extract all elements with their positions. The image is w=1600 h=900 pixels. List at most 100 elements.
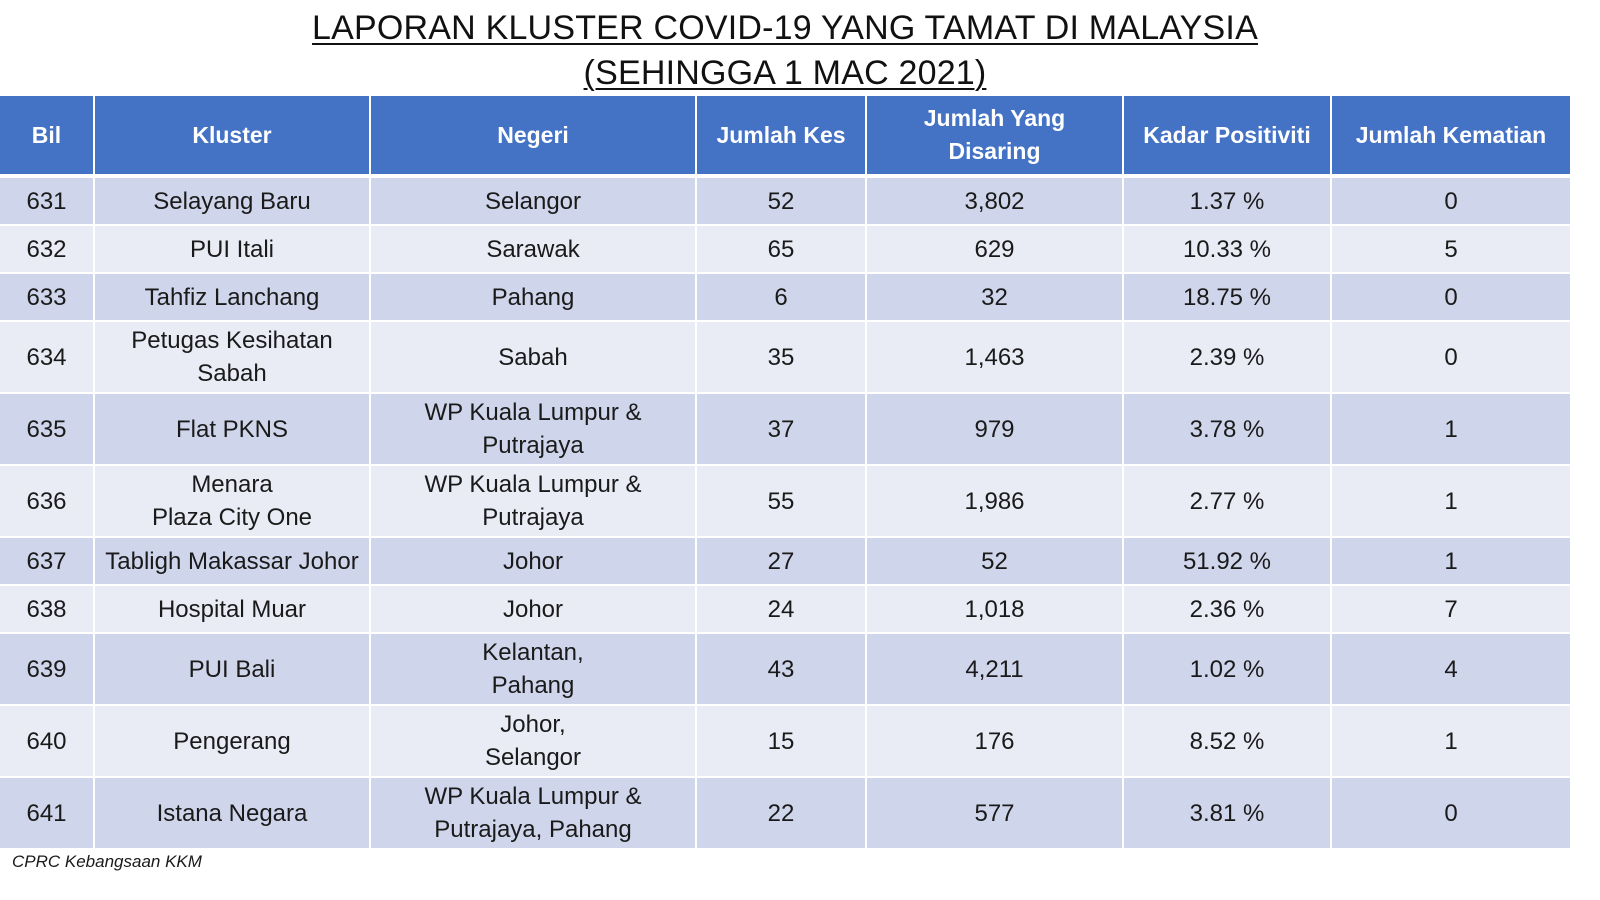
cell-negeri-line: Pahang xyxy=(491,283,575,311)
cell-jumlah-kematian: 1 xyxy=(1332,538,1570,586)
cell-bil: 633 xyxy=(0,274,95,322)
table-row: 631 Selayang Baru Selangor 52 3,802 1.37 % 0 xyxy=(0,178,1570,226)
table-row: 633 Tahfiz Lanchang Pahang 6 32 18.75 % 0 xyxy=(0,274,1570,322)
cell-kluster: Petugas Kesihatan Sabah xyxy=(95,322,371,394)
cell-kluster-line: Plaza City One xyxy=(151,504,313,531)
cell-negeri: Sabah xyxy=(371,322,697,394)
cell-jumlah-kes: 55 xyxy=(697,466,867,538)
cell-jumlah-disaring: 1,463 xyxy=(867,322,1124,394)
cell-negeri: Selangor xyxy=(371,178,697,226)
cell-bil: 640 xyxy=(0,706,95,778)
cell-kluster-line: PUI Itali xyxy=(189,235,275,263)
cell-jumlah-disaring: 1,986 xyxy=(867,466,1124,538)
cell-kluster-line: Tahfiz Lanchang xyxy=(144,283,320,311)
cell-jumlah-disaring: 32 xyxy=(867,274,1124,322)
table-row: 636 Menara Plaza City One WP Kuala Lumpur &… xyxy=(0,466,1570,538)
cell-bil: 639 xyxy=(0,634,95,706)
header-jumlah-kes: Jumlah Kes xyxy=(697,96,867,178)
cell-jumlah-kes: 15 xyxy=(697,706,867,778)
cell-jumlah-disaring: 577 xyxy=(867,778,1124,850)
cell-bil: 635 xyxy=(0,394,95,466)
report-title: LAPORAN KLUSTER COVID-19 YANG TAMAT DI M… xyxy=(0,6,1570,96)
header-bil: Bil xyxy=(0,96,95,178)
cell-jumlah-disaring: 3,802 xyxy=(867,178,1124,226)
cell-negeri-line: Putrajaya xyxy=(482,432,584,459)
cell-bil: 636 xyxy=(0,466,95,538)
cluster-table: Bil Kluster Negeri Jumlah Kes Jumlah Yan… xyxy=(0,96,1570,850)
header-jumlah-kematian: Jumlah Kematian xyxy=(1332,96,1570,178)
cell-negeri: Pahang xyxy=(371,274,697,322)
cell-kluster-line: Petugas Kesihatan xyxy=(131,327,333,354)
cell-kluster: Tahfiz Lanchang xyxy=(95,274,371,322)
cell-negeri-line: WP Kuala Lumpur & xyxy=(424,399,642,426)
cell-kluster: Menara Plaza City One xyxy=(95,466,371,538)
cell-kluster-line: Sabah xyxy=(197,360,267,387)
cell-kadar-positiviti: 3.78 % xyxy=(1124,394,1332,466)
cell-kluster-line: Pengerang xyxy=(173,727,291,755)
cell-bil: 637 xyxy=(0,538,95,586)
cell-jumlah-kes: 65 xyxy=(697,226,867,274)
cell-jumlah-kematian: 0 xyxy=(1332,322,1570,394)
cell-kadar-positiviti: 2.39 % xyxy=(1124,322,1332,394)
cell-jumlah-kes: 37 xyxy=(697,394,867,466)
cell-kluster: Flat PKNS xyxy=(95,394,371,466)
cell-jumlah-kes: 52 xyxy=(697,178,867,226)
cell-negeri-line: Selangor xyxy=(484,187,582,215)
cell-negeri-line: Sabah xyxy=(498,343,568,371)
cell-kadar-positiviti: 1.37 % xyxy=(1124,178,1332,226)
cell-jumlah-kes: 43 xyxy=(697,634,867,706)
cell-negeri-line: Kelantan, xyxy=(482,639,584,666)
cell-jumlah-disaring: 629 xyxy=(867,226,1124,274)
cell-negeri: WP Kuala Lumpur & Putrajaya xyxy=(371,394,697,466)
table-row: 632 PUI Itali Sarawak 65 629 10.33 % 5 xyxy=(0,226,1570,274)
cell-bil: 634 xyxy=(0,322,95,394)
header-negeri: Negeri xyxy=(371,96,697,178)
cell-bil: 632 xyxy=(0,226,95,274)
cell-negeri-line: Putrajaya xyxy=(482,504,584,531)
cell-negeri: Johor xyxy=(371,538,697,586)
cell-negeri-line: WP Kuala Lumpur & xyxy=(424,783,642,810)
cell-kluster: PUI Bali xyxy=(95,634,371,706)
cell-negeri-line: Johor, xyxy=(500,711,566,738)
cell-kluster: Istana Negara xyxy=(95,778,371,850)
header-jumlah-disaring-line2: Disaring xyxy=(948,138,1041,164)
cell-jumlah-kes: 22 xyxy=(697,778,867,850)
cell-jumlah-kes: 24 xyxy=(697,586,867,634)
cell-kluster-line: PUI Bali xyxy=(188,655,276,683)
table-row: 640 Pengerang Johor, Selangor 15 176 8.52 % 1 xyxy=(0,706,1570,778)
cell-bil: 641 xyxy=(0,778,95,850)
table-row: 638 Hospital Muar Johor 24 1,018 2.36 % 7 xyxy=(0,586,1570,634)
cell-bil: 631 xyxy=(0,178,95,226)
table-row: 639 PUI Bali Kelantan, Pahang 43 4,211 1.02 % 4 xyxy=(0,634,1570,706)
cell-jumlah-kematian: 0 xyxy=(1332,778,1570,850)
cell-jumlah-kes: 35 xyxy=(697,322,867,394)
table-row: 637 Tabligh Makassar Johor Johor 27 52 51.92 … xyxy=(0,538,1570,586)
cell-jumlah-kematian: 0 xyxy=(1332,178,1570,226)
cell-kluster: Tabligh Makassar Johor xyxy=(95,538,371,586)
cell-jumlah-kematian: 1 xyxy=(1332,706,1570,778)
cell-kadar-positiviti: 10.33 % xyxy=(1124,226,1332,274)
cell-jumlah-disaring: 52 xyxy=(867,538,1124,586)
cell-kadar-positiviti: 2.77 % xyxy=(1124,466,1332,538)
cell-kluster-line: Menara xyxy=(191,471,273,498)
header-kadar-positiviti: Kadar Positiviti xyxy=(1124,96,1332,178)
table-body: 631 Selayang Baru Selangor 52 3,802 1.37 % 0 63… xyxy=(0,178,1570,850)
table-row: 634 Petugas Kesihatan Sabah Sabah 35 1,463 2.3… xyxy=(0,322,1570,394)
cell-jumlah-kematian: 1 xyxy=(1332,394,1570,466)
cell-kluster: Selayang Baru xyxy=(95,178,371,226)
cell-kadar-positiviti: 51.92 % xyxy=(1124,538,1332,586)
cell-negeri-line: Johor xyxy=(502,595,564,623)
header-jumlah-disaring-line1: Jumlah Yang xyxy=(923,105,1066,131)
cell-negeri: Johor xyxy=(371,586,697,634)
cell-kluster-line: Istana Negara xyxy=(156,799,308,827)
cell-negeri: Kelantan, Pahang xyxy=(371,634,697,706)
cell-kluster-line: Hospital Muar xyxy=(157,595,307,623)
source-footnote: CPRC Kebangsaan KKM xyxy=(12,852,202,871)
cell-negeri-line: Putrajaya, Pahang xyxy=(434,816,632,843)
title-line-2: (SEHINGGA 1 MAC 2021) xyxy=(583,54,987,92)
cell-jumlah-disaring: 4,211 xyxy=(867,634,1124,706)
header-row: Bil Kluster Negeri Jumlah Kes Jumlah Yan… xyxy=(0,96,1570,178)
cell-negeri: WP Kuala Lumpur & Putrajaya, Pahang xyxy=(371,778,697,850)
cell-jumlah-kes: 6 xyxy=(697,274,867,322)
cell-jumlah-disaring: 1,018 xyxy=(867,586,1124,634)
